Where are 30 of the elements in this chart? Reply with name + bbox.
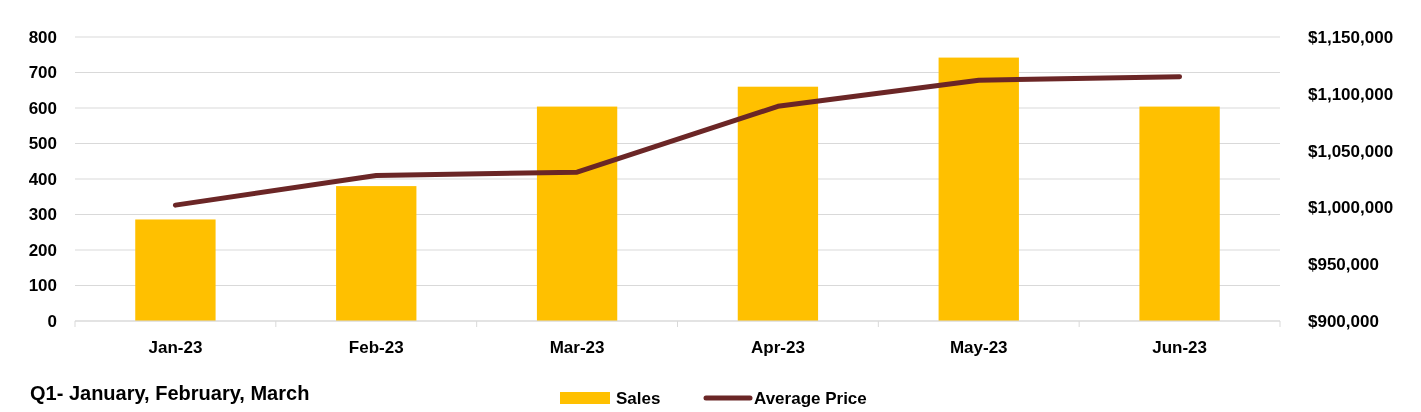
- x-tick-label: Mar-23: [549, 338, 605, 357]
- y2-tick-label: $900,000: [1308, 311, 1379, 331]
- x-tick-label: Apr-23: [750, 338, 805, 357]
- y-tick-label: 300: [28, 205, 57, 225]
- y2-tick-label: $1,100,000: [1308, 84, 1394, 104]
- text: Q1- January, February, March: [30, 382, 310, 404]
- y-tick-label: 600: [28, 98, 57, 118]
- y-tick-label: 0: [47, 311, 57, 331]
- y2-tick-label: $1,000,000: [1308, 198, 1394, 218]
- x-tick-label: Feb-23: [348, 338, 404, 357]
- x-tick-label: Jan-23: [148, 338, 203, 357]
- x-tick-label: Jun-23: [1152, 338, 1207, 357]
- x-tick-label: May-23: [949, 338, 1008, 357]
- bar: [938, 57, 1019, 321]
- y2-tick-label: $1,150,000: [1308, 27, 1394, 47]
- bar: [1139, 106, 1220, 321]
- legend-label: Sales: [616, 389, 661, 408]
- y-tick-label: 400: [28, 169, 57, 189]
- y2-tick-label: $1,050,000: [1308, 141, 1394, 161]
- y2-tick-label: $950,000: [1308, 255, 1379, 275]
- bar: [737, 86, 819, 321]
- y-tick-label: 100: [28, 276, 57, 296]
- bar: [536, 106, 618, 321]
- y-tick-label: 700: [28, 63, 57, 83]
- y-tick-label: 500: [28, 134, 57, 154]
- y-tick-label: 800: [28, 27, 57, 47]
- y-tick-label: 200: [28, 240, 57, 260]
- legend-label: Average Price: [754, 389, 867, 408]
- bar: [135, 219, 216, 321]
- bar: [336, 186, 417, 321]
